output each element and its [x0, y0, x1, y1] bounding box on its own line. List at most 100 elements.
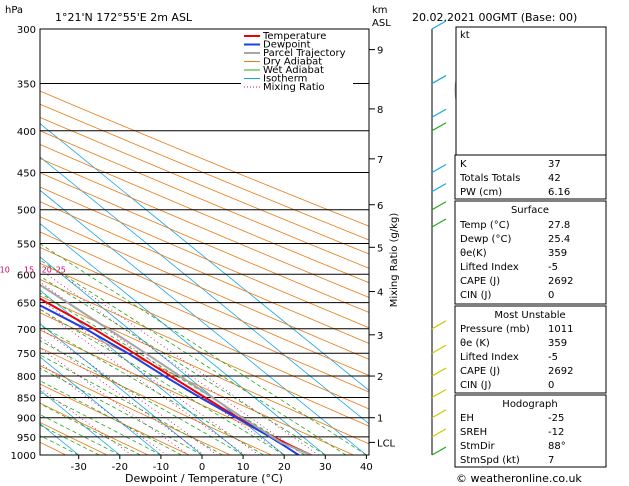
stat-totals-label: Totals Totals [459, 173, 520, 184]
legend-dry-adiabat: Dry Adiabat [263, 57, 322, 68]
legend-isotherm: Isotherm [263, 74, 307, 85]
mu-row-value: 359 [548, 338, 567, 349]
km-tick-label: 2 [377, 372, 383, 383]
datetime-label: 20.02.2021 00GMT (Base: 00) [412, 11, 577, 24]
dry-adiabat-line [40, 103, 369, 241]
km-tick-label: 9 [377, 46, 383, 57]
isotherm-line [40, 323, 203, 455]
hpa-unit-label: hPa [5, 5, 23, 16]
legend-wet-adiabat: Wet Adiabat [263, 65, 324, 76]
isotherm-line [40, 156, 369, 425]
plot-frame [39, 28, 370, 456]
hodo-row-label: SREH [460, 427, 487, 438]
mu-row-value: 2692 [548, 366, 573, 377]
stat-k-label: K [460, 159, 467, 170]
pressure-tick-label: 600 [17, 270, 36, 281]
surface-row-value: 359 [548, 248, 567, 259]
km-tick-label: LCL [377, 438, 396, 449]
km-tick-label: 8 [377, 105, 383, 116]
km-tick-label: 4 [377, 288, 383, 299]
surface-row-label: θe(K) [460, 248, 487, 259]
mu-row-label: Pressure (mb) [460, 324, 530, 335]
pressure-tick-label: 550 [17, 239, 36, 250]
km-tick-label: 6 [377, 201, 383, 212]
hodo-row-value: -25 [548, 413, 564, 424]
pressure-tick-label: 1000 [11, 451, 36, 462]
hodograph-table: Hodograph EH -25 SREH -12 StmDir 88° Stm… [454, 394, 607, 468]
dry-adiabat-line [40, 402, 149, 455]
asl-unit-label: ASL [372, 18, 391, 29]
surface-row-label: Dewp (°C) [460, 234, 511, 245]
isotherm-line [40, 356, 162, 455]
mu-row-label: CAPE (J) [460, 366, 500, 377]
wind-barb [431, 344, 447, 354]
most-unstable-box [454, 305, 607, 394]
hodo-row-value: 7 [548, 455, 554, 466]
wind-barb [431, 388, 447, 399]
dewpoint-profile [40, 304, 300, 455]
wind-barb [431, 75, 447, 85]
pressure-tick-label: 650 [17, 299, 36, 310]
wet-adiabat-line [40, 380, 182, 455]
surface-row-label: CIN (J) [460, 290, 491, 301]
wind-barb [431, 122, 447, 132]
x-tick-label: 40 [360, 462, 373, 473]
pressure-tick-label: 700 [17, 325, 36, 336]
stat-k-value: 37 [548, 159, 561, 170]
wind-barb [431, 428, 447, 438]
mu-row-label: θe (K) [460, 338, 490, 349]
km-tick-label: 1 [377, 414, 383, 425]
km-tick-label: 5 [377, 243, 383, 254]
x-tick-label: 30 [319, 462, 332, 473]
temperature-profile [40, 297, 312, 455]
wet-adiabat-line [40, 308, 285, 455]
wet-adiabat-line [40, 367, 203, 455]
wind-barb [431, 320, 447, 330]
mu-row-label: CIN (J) [460, 380, 491, 391]
wind-barb [431, 163, 447, 173]
legend-mixing-ratio: Mixing Ratio [263, 82, 325, 93]
surface-row-value: -5 [548, 262, 558, 273]
wind-barb [431, 201, 447, 211]
hodograph: kt [455, 26, 607, 157]
dry-adiabat-line [40, 144, 369, 284]
wind-barb [431, 183, 447, 193]
hodograph-table-box [454, 394, 607, 468]
wind-barb [431, 409, 447, 419]
surface-box [454, 200, 607, 305]
x-tick-label: 0 [199, 462, 205, 473]
mu-row-value: 0 [548, 380, 554, 391]
x-tick-label: 10 [237, 462, 250, 473]
wind-barb [431, 367, 447, 377]
surface-row-value: 2692 [548, 276, 573, 287]
hodograph-table-title: Hodograph [502, 399, 557, 410]
isotherm-line [40, 123, 369, 391]
surface-row-value: 25.4 [548, 234, 570, 245]
surface-row-label: CAPE (J) [460, 276, 500, 287]
wind-barb [431, 108, 447, 118]
pressure-tick-label: 750 [17, 349, 36, 360]
x-tick-label: -10 [153, 462, 169, 473]
dry-adiabat-line [40, 312, 354, 455]
surface-row-label: Lifted Index [460, 262, 519, 273]
km-tick-label: 7 [377, 155, 383, 166]
hodo-row-label: StmSpd (kt) [460, 455, 520, 466]
km-unit-label: km [372, 5, 388, 16]
pressure-tick-label: 300 [17, 25, 36, 36]
surface-row-value: 27.8 [548, 220, 570, 231]
hodo-row-value: -12 [548, 427, 564, 438]
stats-panel: K 37 Totals Totals 42 PW (cm) 6.16 [454, 154, 607, 200]
dry-adiabat-line [40, 90, 369, 227]
pressure-tick-label: 450 [17, 168, 36, 179]
y-axis-label-mixing-ratio: Mixing Ratio (g/kg) [389, 213, 400, 308]
pressure-tick-label: 950 [17, 433, 36, 444]
legend-dewpoint: Dewpoint [263, 40, 311, 51]
mixing-ratio-label: 15 [24, 265, 34, 274]
isotherm-line [40, 189, 367, 455]
mixing-ratio-label: 25 [56, 265, 66, 274]
km-tick-label: 3 [377, 331, 383, 342]
hodo-row-label: EH [460, 413, 474, 424]
dry-adiabat-line [40, 329, 313, 455]
mu-row-value: -5 [548, 352, 558, 363]
